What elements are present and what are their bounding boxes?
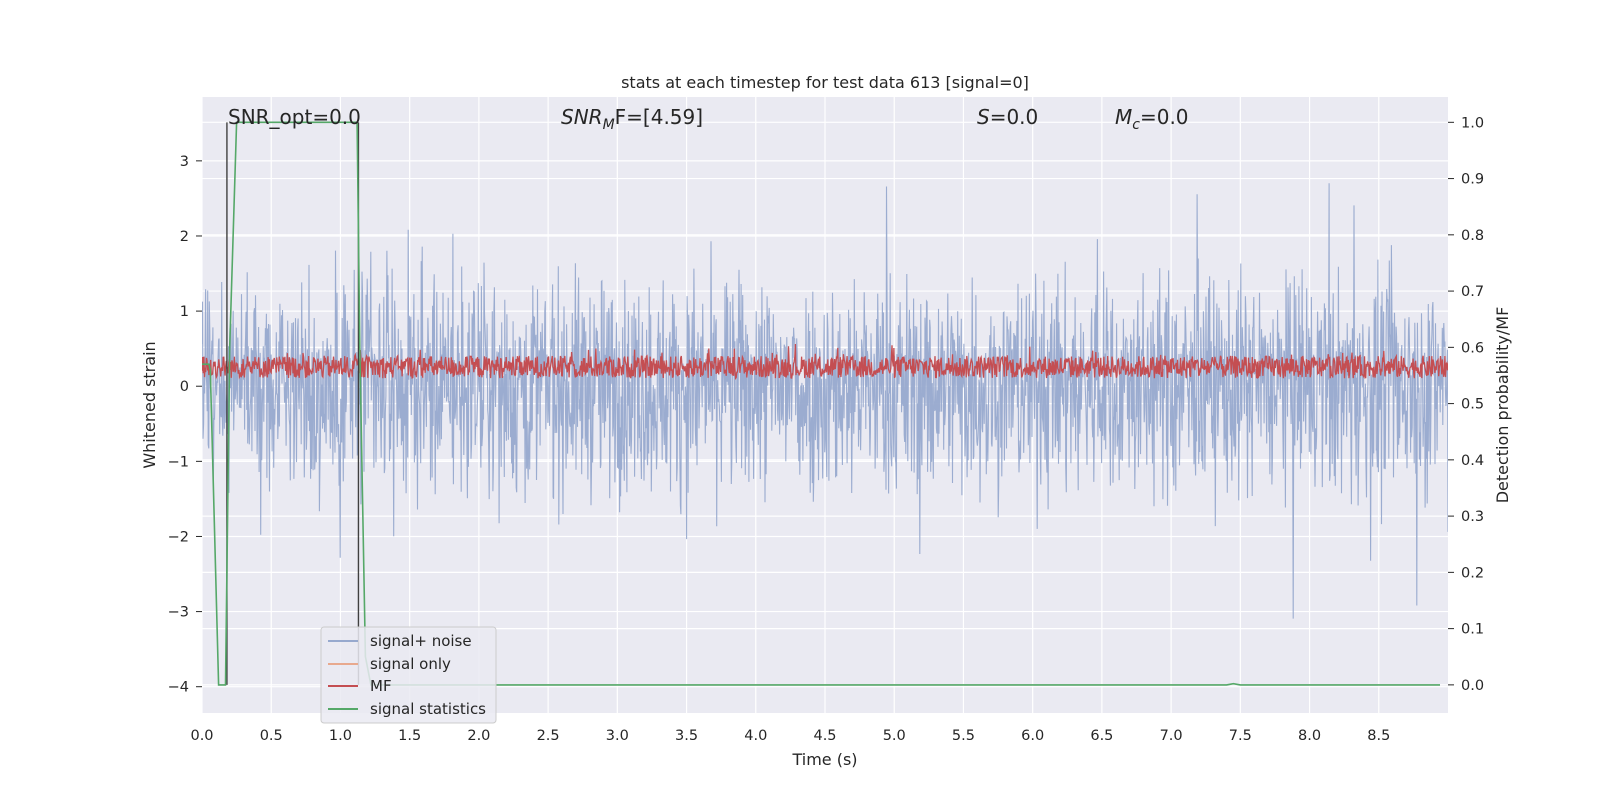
y2-axis-label: Detection probability/MF — [1493, 307, 1512, 504]
x-tick-label: 4.5 — [813, 728, 836, 744]
x-tick-label: 1.0 — [329, 728, 352, 744]
legend-box — [320, 626, 497, 724]
x-axis-label: Time (s) — [791, 750, 857, 769]
s-rest: =0.0 — [990, 105, 1039, 129]
x-tick-label: 7.0 — [1160, 728, 1183, 744]
y2-tick-label: 0.8 — [1461, 228, 1484, 244]
x-tick-label: 8.0 — [1298, 728, 1321, 744]
y2-tick-label: 0.2 — [1461, 565, 1484, 581]
y-tick-label: −3 — [168, 605, 189, 621]
y2-tick-label: 0.6 — [1461, 340, 1484, 356]
y2-tick-label: 0.0 — [1461, 678, 1484, 694]
legend: signal+ noise signal only MF signal stat… — [320, 626, 497, 724]
x-tick-label: 0.0 — [190, 728, 213, 744]
legend-label-signal-statistics: signal statistics — [370, 700, 486, 718]
y2-axis-ticks: 1.0 0.9 0.8 0.7 0.6 0.5 0.4 0.3 0.2 0.1 0.0 — [1448, 115, 1484, 694]
x-tick-label: 5.0 — [883, 728, 906, 744]
x-tick-label: 6.5 — [1090, 728, 1113, 744]
mc-main: M — [1115, 105, 1132, 129]
series-signal-noise — [202, 183, 1448, 619]
x-tick-label: 7.5 — [1229, 728, 1252, 744]
series-signal-statistics — [202, 121, 1440, 686]
s-main: S — [977, 105, 990, 129]
y-tick-label: −2 — [168, 529, 189, 545]
series-layer — [202, 183, 1448, 619]
y2-tick-label: 1.0 — [1461, 115, 1484, 131]
y2-tick-label: 0.3 — [1461, 509, 1484, 525]
y2-tick-label: 0.1 — [1461, 622, 1484, 638]
chart-title: stats at each timestep for test data 613… — [621, 73, 1029, 92]
x-tick-label: 6.0 — [1021, 728, 1044, 744]
signal-statistics-layer — [202, 121, 1440, 686]
snr-mf-sub: M — [603, 117, 615, 133]
legend-label-signal-noise: signal+ noise — [370, 632, 472, 650]
x-tick-label: 2.5 — [537, 728, 560, 744]
snr-opt-annotation: SNR_opt=0.0 — [228, 105, 361, 129]
x-tick-label: 5.5 — [952, 728, 975, 744]
y-axis-label: Whitened strain — [140, 341, 159, 468]
legend-label-mf: MF — [370, 677, 392, 695]
x-tick-label: 0.5 — [260, 728, 283, 744]
x-axis-ticks: 0.0 0.5 1.0 1.5 2.0 2.5 3.0 3.5 4.0 4.5 5.0 5.5 6.0 6… — [190, 728, 1390, 744]
snr-mf-annotation: SNRMF=[4.59] — [561, 105, 703, 133]
y-tick-label: 1 — [180, 304, 189, 320]
x-tick-label: 3.0 — [606, 728, 629, 744]
y2-tick-label: 0.5 — [1461, 397, 1484, 413]
x-tick-label: 4.0 — [744, 728, 767, 744]
y-axis-ticks: 3 2 1 0 −1 −2 −3 −4 — [168, 154, 202, 696]
x-tick-label: 8.5 — [1367, 728, 1390, 744]
y-tick-label: −4 — [168, 680, 189, 696]
mc-rest: =0.0 — [1140, 105, 1189, 129]
legend-label-signal-only: signal only — [370, 655, 451, 673]
mc-annotation: Mc=0.0 — [1115, 105, 1189, 133]
y-tick-label: 3 — [180, 154, 189, 170]
s-annotation: S=0.0 — [977, 105, 1038, 129]
y-tick-label: −1 — [168, 454, 189, 470]
series-mf — [202, 343, 1448, 381]
y2-tick-label: 0.7 — [1461, 284, 1484, 300]
x-tick-label: 3.5 — [675, 728, 698, 744]
x-tick-label: 1.5 — [398, 728, 421, 744]
snr-mf-rest: F=[4.59] — [615, 105, 703, 129]
y2-tick-label: 0.9 — [1461, 172, 1484, 188]
y-tick-label: 0 — [180, 379, 189, 395]
y-tick-label: 2 — [180, 229, 189, 245]
x-tick-label: 2.0 — [467, 728, 490, 744]
snr-mf-main: SNR — [561, 105, 603, 129]
y2-tick-label: 0.4 — [1461, 453, 1484, 469]
mc-sub: c — [1132, 117, 1140, 133]
